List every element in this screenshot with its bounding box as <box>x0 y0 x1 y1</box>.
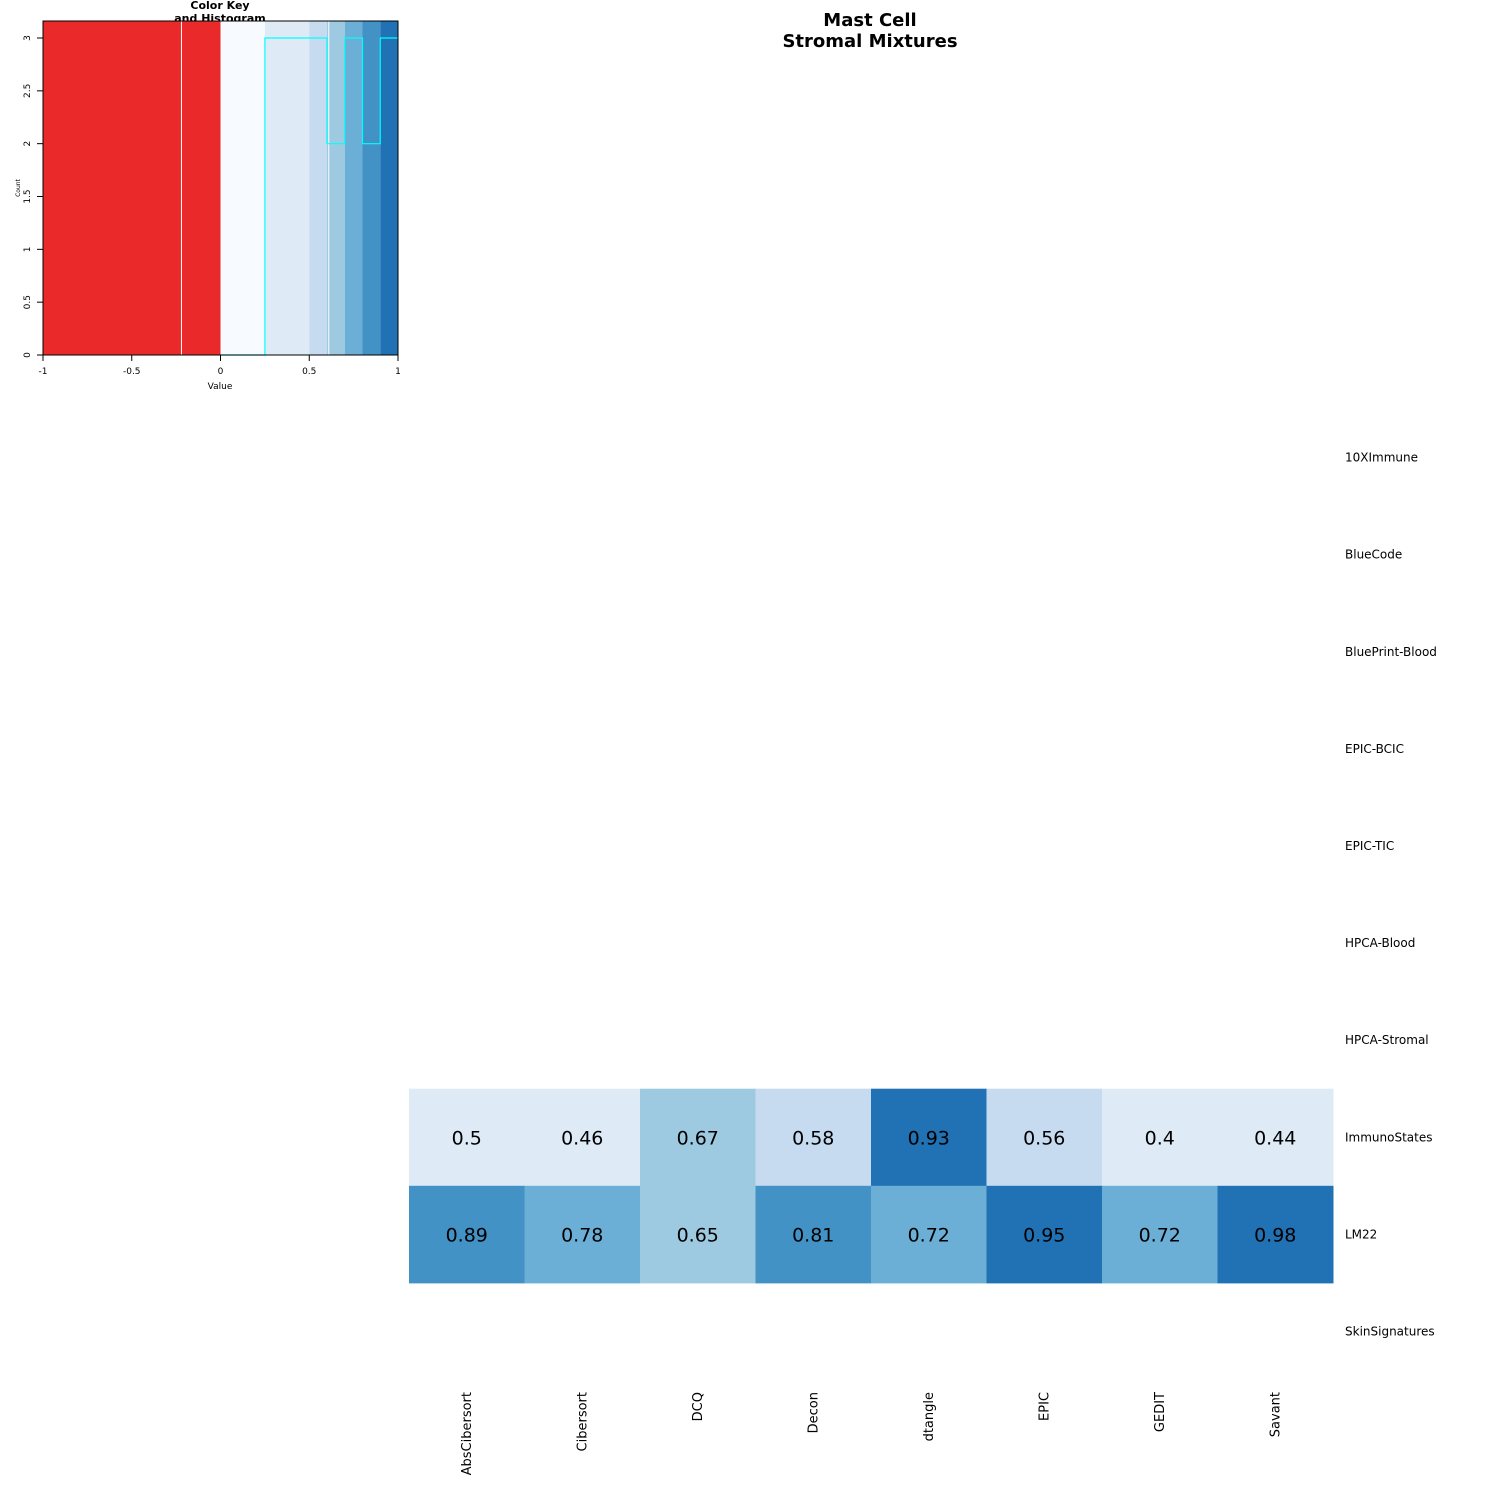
color-key-y-axis: 0 0.5 1 1.5 2 2.5 3 <box>23 35 44 358</box>
heatmap-cell <box>986 1088 1103 1187</box>
heatmap-value-label: 0.72 <box>1139 1224 1181 1246</box>
x-tick-label: 1 <box>395 367 401 377</box>
y-tick-label: 0 <box>23 352 33 358</box>
heatmap-column-label: DCQ <box>691 1392 706 1421</box>
heatmap-row-label: SkinSignatures <box>1345 1324 1435 1338</box>
heatmap-cell <box>409 1185 525 1284</box>
heatmap-row-label: EPIC-TIC <box>1345 839 1394 853</box>
y-tick-label: 2 <box>23 141 33 147</box>
heatmap-cell <box>755 1088 872 1187</box>
x-tick-label: -0.5 <box>123 367 141 377</box>
heatmap-value-label: 0.58 <box>792 1127 834 1149</box>
heatmap-column-label: EPIC <box>1037 1392 1052 1421</box>
heatmap-cell <box>986 1185 1103 1284</box>
y-tick-label: 1.5 <box>23 189 33 203</box>
heatmap-value-label: 0.56 <box>1023 1127 1065 1149</box>
heatmap-value-label: 0.95 <box>1023 1224 1065 1246</box>
heatmap-row-label: HPCA-Blood <box>1345 936 1415 950</box>
heatmap-row-label: ImmunoStates <box>1345 1130 1433 1144</box>
heatmap-cell <box>524 1185 641 1284</box>
heatmap-cell <box>755 1185 872 1284</box>
heatmap-cell <box>1102 1088 1218 1187</box>
heatmap-cell <box>640 1088 756 1187</box>
heatmap-cell <box>524 1088 641 1187</box>
heatmap-row-label: LM22 <box>1345 1227 1377 1241</box>
heatmap-column-label: AbsCibersort <box>460 1392 475 1475</box>
y-tick-label: 0.5 <box>23 295 33 309</box>
heatmap-row-label: BluePrint-Blood <box>1345 645 1437 659</box>
heatmap-column-label: Decon <box>806 1392 821 1433</box>
color-key-band <box>220 21 265 355</box>
heatmap-column-label: Cibersort <box>575 1392 590 1451</box>
heatmap-row-label: 10XImmune <box>1345 451 1418 465</box>
heatmap-column-label: dtangle <box>922 1392 937 1441</box>
heatmap-cell <box>1217 1088 1334 1187</box>
heatmap-column-label: GEDIT <box>1153 1392 1168 1432</box>
y-tick-label: 2.5 <box>23 84 33 98</box>
color-key-x-axis: -1 -0.5 0 0.5 1 <box>39 354 401 377</box>
heatmap-value-label: 0.89 <box>446 1224 488 1246</box>
heatmap-value-label: 0.78 <box>561 1224 603 1246</box>
x-tick-label: 0.5 <box>302 367 316 377</box>
heatmap-cell <box>871 1088 987 1187</box>
heatmap-cells <box>409 1088 1334 1284</box>
heatmap-value-labels: 0.5 0.46 0.67 0.58 0.93 0.56 0.4 0.44 0.89 0.78 0.… <box>446 1127 1297 1246</box>
heatmap-value-label: 0.72 <box>908 1224 950 1246</box>
heatmap-value-label: 0.44 <box>1254 1127 1296 1149</box>
heatmap-value-label: 0.4 <box>1145 1127 1175 1149</box>
heatmap-panel: Mast Cell Stromal Mixtures 0.5 0.46 0.67 0.… <box>409 10 1437 1475</box>
color-key-x-label: Value <box>208 382 233 392</box>
color-key-reference-lines <box>180 21 330 355</box>
heatmap-value-label: 0.65 <box>677 1224 719 1246</box>
y-tick-label: 1 <box>23 246 33 252</box>
color-key-panel: Color Key and Histogram -1 -0.5 0 0.5 1 00.5… <box>15 0 401 392</box>
heatmap-cell <box>871 1185 987 1284</box>
heatmap-row-label: BlueCode <box>1345 548 1402 562</box>
x-tick-label: 0 <box>218 367 224 377</box>
color-key-band <box>344 21 363 355</box>
y-tick-label: 3 <box>23 35 33 41</box>
heatmap-title: Mast Cell <box>823 10 916 31</box>
heatmap-column-labels: AbsCibersort Cibersort DCQ Decon dtangle EPIC… <box>460 1392 1284 1475</box>
color-key-band <box>362 21 381 355</box>
heatmap-row-label: EPIC-BCIC <box>1345 742 1404 756</box>
heatmap-value-label: 0.46 <box>561 1127 603 1149</box>
color-key-band <box>309 21 327 355</box>
color-key-band <box>327 21 345 355</box>
heatmap-column-label: Savant <box>1268 1392 1283 1437</box>
heatmap-value-label: 0.67 <box>677 1127 719 1149</box>
color-key-title-line1: Color Key <box>190 0 249 12</box>
color-key-band <box>264 21 310 355</box>
color-key-y-label: Count <box>15 178 22 196</box>
heatmap-row-labels: 10XImmune BlueCode BluePrint-Blood EPIC-BCI… <box>1345 451 1437 1339</box>
color-key-band <box>380 21 398 355</box>
heatmap-value-label: 0.5 <box>452 1127 482 1149</box>
x-tick-label: -1 <box>39 367 48 377</box>
histogram-outline <box>220 37 398 356</box>
heatmap-cell <box>1102 1185 1218 1284</box>
color-key-bands <box>43 21 398 355</box>
heatmap-value-label: 0.93 <box>908 1127 950 1149</box>
heatmap-cell <box>640 1185 756 1284</box>
color-key-band <box>43 21 221 355</box>
heatmap-subtitle: Stromal Mixtures <box>782 31 957 52</box>
heatmap-value-label: 0.98 <box>1254 1224 1296 1246</box>
heatmap-value-label: 0.81 <box>792 1224 834 1246</box>
heatmap-cell <box>409 1088 525 1187</box>
heatmap-row-label: HPCA-Stromal <box>1345 1033 1429 1047</box>
heatmap-cell <box>1217 1185 1334 1284</box>
